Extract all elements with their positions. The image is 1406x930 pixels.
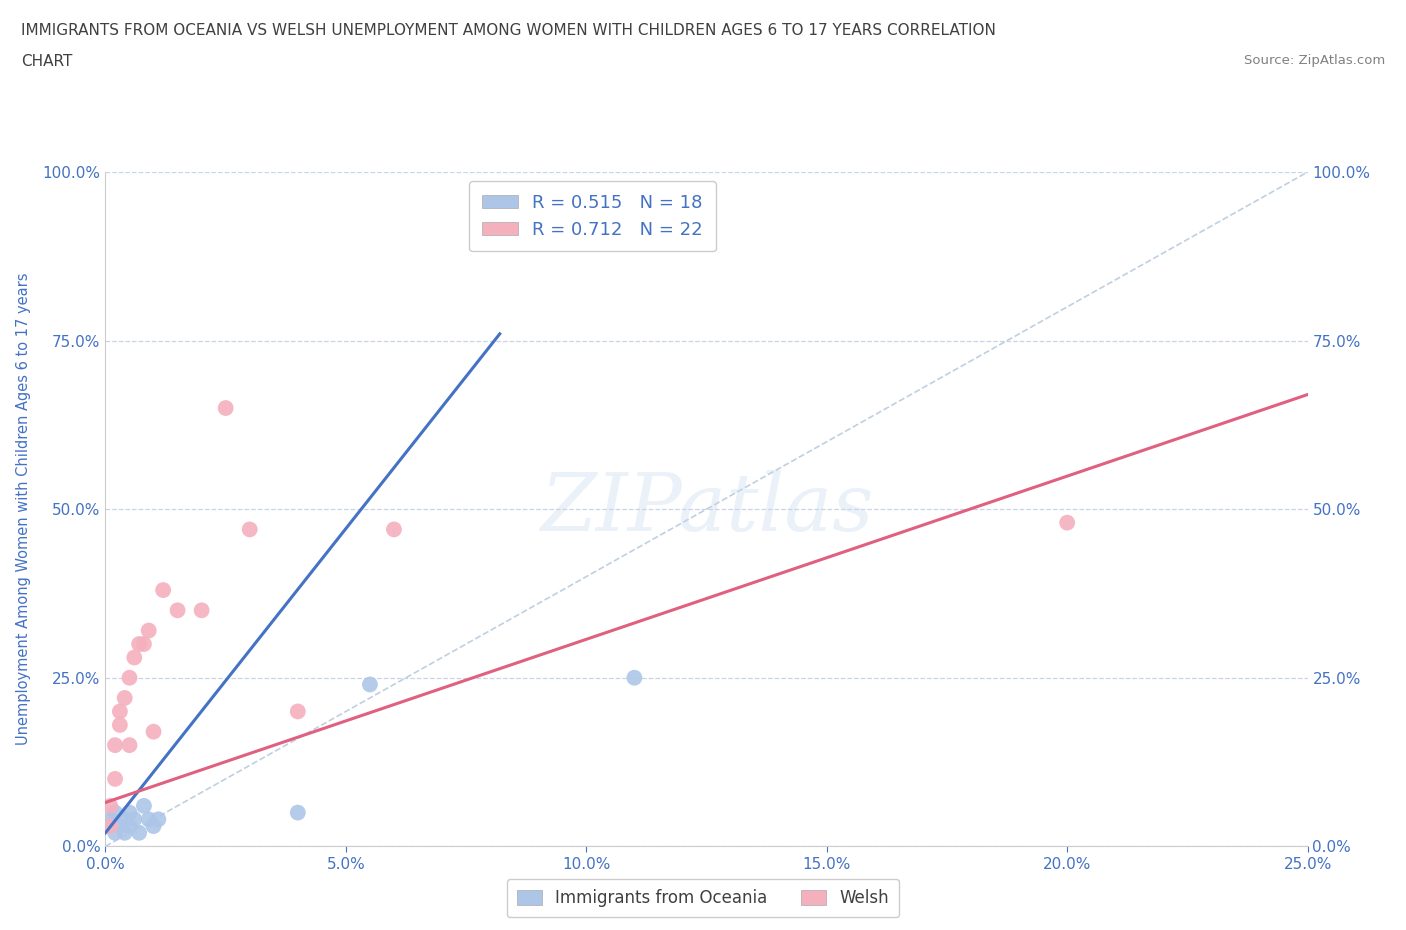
Point <box>623 671 645 685</box>
Text: CHART: CHART <box>21 54 73 69</box>
Point <box>551 232 574 247</box>
Legend: Immigrants from Oceania, Welsh: Immigrants from Oceania, Welsh <box>508 879 898 917</box>
Point <box>138 623 160 638</box>
Point <box>114 826 136 841</box>
Text: Source: ZipAtlas.com: Source: ZipAtlas.com <box>1244 54 1385 67</box>
Point <box>128 637 150 652</box>
Point <box>98 798 121 813</box>
Point <box>166 603 188 618</box>
Point <box>148 812 170 827</box>
Point <box>142 818 165 833</box>
Point <box>114 690 136 706</box>
Y-axis label: Unemployment Among Women with Children Ages 6 to 17 years: Unemployment Among Women with Children A… <box>17 272 31 746</box>
Point <box>98 818 121 833</box>
Point <box>118 818 141 833</box>
Point <box>104 805 127 820</box>
Point <box>190 603 212 618</box>
Point <box>124 650 146 665</box>
Point <box>359 677 381 692</box>
Legend: R = 0.515   N = 18, R = 0.712   N = 22: R = 0.515 N = 18, R = 0.712 N = 22 <box>470 181 716 251</box>
Point <box>104 826 127 841</box>
Point <box>287 704 309 719</box>
Point <box>104 737 127 752</box>
Point <box>108 704 131 719</box>
Point <box>98 812 121 827</box>
Point <box>118 671 141 685</box>
Text: ZIPatlas: ZIPatlas <box>540 471 873 548</box>
Point <box>132 798 155 813</box>
Point <box>239 522 262 537</box>
Point <box>104 772 127 787</box>
Point <box>124 812 146 827</box>
Point <box>1056 515 1078 530</box>
Point <box>108 718 131 733</box>
Point <box>118 737 141 752</box>
Point <box>287 805 309 820</box>
Point <box>382 522 405 537</box>
Point <box>142 724 165 739</box>
Point <box>128 826 150 841</box>
Point <box>108 818 131 833</box>
Point <box>118 805 141 820</box>
Text: IMMIGRANTS FROM OCEANIA VS WELSH UNEMPLOYMENT AMONG WOMEN WITH CHILDREN AGES 6 T: IMMIGRANTS FROM OCEANIA VS WELSH UNEMPLO… <box>21 23 995 38</box>
Point <box>132 637 155 652</box>
Point <box>214 401 236 416</box>
Point <box>152 582 174 598</box>
Point <box>114 812 136 827</box>
Point <box>138 812 160 827</box>
